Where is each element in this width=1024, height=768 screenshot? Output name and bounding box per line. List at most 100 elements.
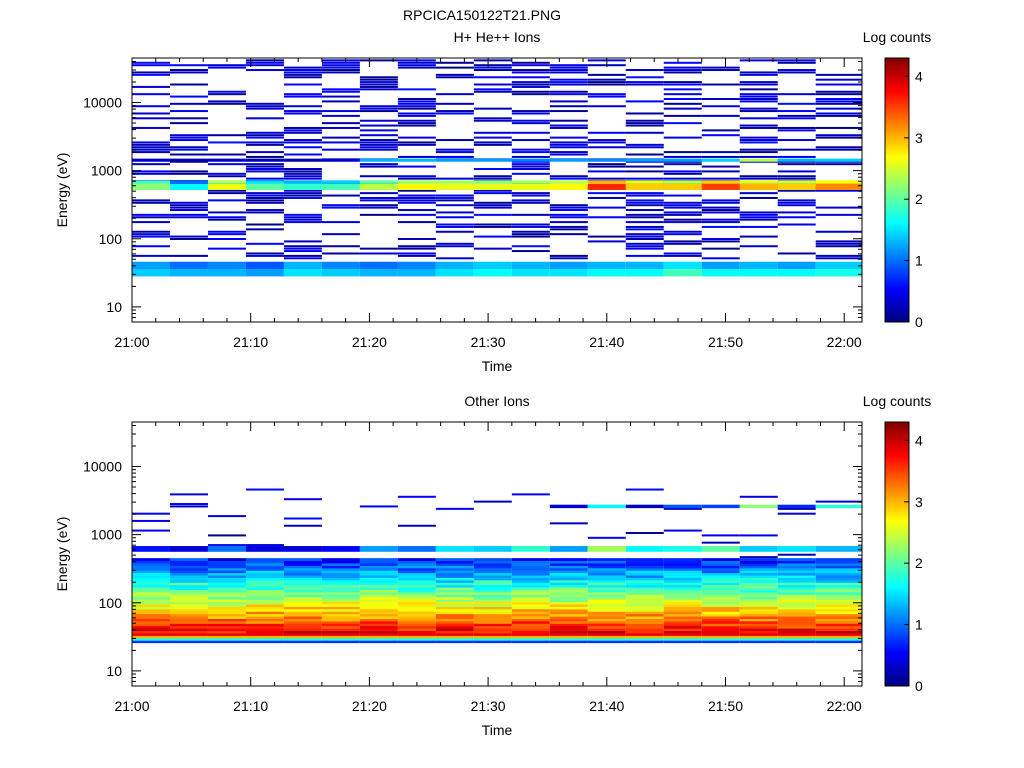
heatmap-cell — [511, 213, 550, 216]
heatmap-cell — [321, 584, 360, 588]
heatmap-cell — [511, 570, 550, 574]
colorbar-label: Log counts — [863, 393, 932, 409]
heatmap-cell — [397, 221, 436, 224]
heatmap-cell — [511, 623, 550, 627]
heatmap-band-cell — [815, 180, 862, 184]
heatmap-cell — [359, 141, 398, 144]
heatmap-cell — [473, 223, 512, 226]
heatmap-cell — [169, 204, 208, 207]
heatmap-cell — [587, 570, 626, 574]
heatmap-cell — [207, 515, 246, 518]
heatmap-cell — [511, 632, 550, 636]
heatmap-cell — [169, 71, 208, 74]
heatmap-band-cell — [283, 183, 322, 190]
heatmap-cell — [245, 632, 284, 636]
heatmap-cell — [245, 594, 284, 598]
heatmap-cell — [549, 611, 588, 615]
heatmap-cell — [663, 136, 702, 139]
heatmap-cell — [625, 591, 664, 595]
heatmap-cell — [777, 102, 816, 105]
heatmap-cell — [169, 102, 208, 105]
heatmap-cell — [207, 562, 246, 566]
heatmap-cell — [245, 209, 284, 212]
x-tick-label: 21:50 — [708, 698, 743, 714]
heatmap-cell — [777, 201, 816, 204]
heatmap-cell — [739, 235, 778, 238]
heatmap-cell — [663, 213, 702, 216]
heatmap-band-cell — [625, 268, 664, 277]
heatmap-cell — [359, 252, 398, 255]
heatmap-cell — [701, 129, 740, 132]
heatmap-cell — [359, 105, 398, 108]
heatmap-band-cell — [511, 180, 550, 184]
heatmap-cell — [777, 155, 816, 158]
heatmap-cell — [701, 97, 740, 100]
heatmap-cell — [777, 616, 816, 619]
heatmap-cell — [397, 625, 436, 629]
heatmap-cell — [511, 230, 550, 233]
heatmap-cell — [701, 114, 740, 117]
heatmap-band-cell — [511, 268, 550, 277]
heatmap-cell — [777, 126, 816, 129]
heatmap-cell — [245, 201, 284, 204]
heatmap-cell — [321, 620, 360, 624]
heatmap-cell — [777, 587, 816, 591]
heatmap-cell — [663, 160, 702, 163]
heatmap-band-cell — [283, 158, 322, 162]
heatmap-cell — [283, 112, 322, 115]
heatmap-band-cell — [625, 180, 664, 184]
heatmap-cell — [169, 153, 208, 156]
heatmap-cell — [663, 579, 702, 583]
heatmap-cell — [815, 572, 862, 576]
heatmap-cell — [549, 206, 588, 209]
heatmap-cell — [321, 221, 360, 224]
heatmap-cell — [511, 61, 550, 64]
heatmap-cell — [359, 76, 398, 79]
y-tick-label: 10 — [106, 663, 122, 679]
heatmap-cell — [397, 102, 436, 105]
heatmap-cell — [132, 512, 170, 515]
heatmap-cell — [132, 519, 170, 522]
heatmap-cell — [625, 630, 664, 634]
heatmap-cell — [663, 242, 702, 245]
heatmap-band-cell — [739, 183, 778, 190]
heatmap-cell — [359, 83, 398, 86]
heatmap-cell — [359, 628, 398, 632]
heatmap-cell — [701, 534, 740, 537]
heatmap-cell — [663, 230, 702, 233]
heatmap-cell — [549, 591, 588, 595]
heatmap-cell — [245, 589, 284, 593]
heatmap-cell — [435, 196, 474, 199]
heatmap-cell — [815, 254, 862, 257]
heatmap-cell — [549, 570, 588, 574]
x-axis-label: Time — [482, 358, 513, 374]
heatmap-cell — [777, 223, 816, 226]
heatmap-cell — [359, 565, 398, 569]
heatmap-cell — [169, 172, 208, 175]
heatmap-cell — [359, 587, 398, 591]
heatmap-cell — [283, 517, 322, 520]
heatmap-cell — [625, 637, 664, 641]
heatmap-cell — [625, 562, 664, 566]
heatmap-cell — [397, 591, 436, 595]
heatmap-cell — [473, 603, 512, 607]
heatmap-cell — [473, 599, 512, 603]
heatmap-cell — [625, 603, 664, 607]
heatmap-cell — [169, 505, 208, 508]
heatmap-cell — [207, 192, 246, 195]
heatmap-cell — [511, 637, 550, 641]
heatmap-cell — [132, 587, 170, 591]
heatmap-cell — [245, 637, 284, 641]
heatmap-cell — [739, 570, 778, 574]
heatmap-cell — [663, 170, 702, 173]
heatmap-cell — [245, 194, 284, 197]
heatmap-band-cell — [549, 504, 588, 509]
heatmap-cell — [739, 579, 778, 583]
heatmap-cell — [549, 577, 588, 581]
heatmap-band-cell — [359, 180, 398, 184]
heatmap-cell — [777, 613, 816, 617]
heatmap-cell — [701, 611, 740, 615]
heatmap-cell — [625, 531, 664, 534]
heatmap-cell — [473, 177, 512, 180]
